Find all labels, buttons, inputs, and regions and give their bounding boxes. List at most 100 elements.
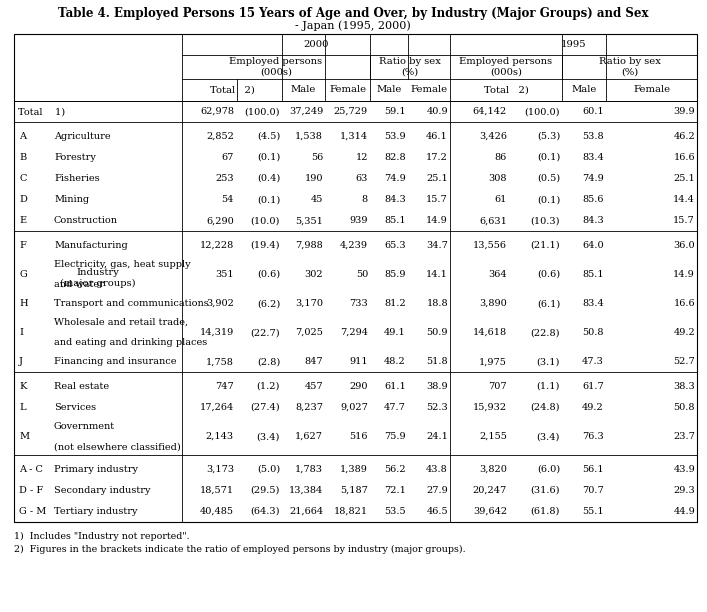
Text: 733: 733: [349, 299, 368, 308]
Text: 50: 50: [356, 270, 368, 279]
Text: 39.9: 39.9: [673, 107, 695, 116]
Text: 18.8: 18.8: [426, 299, 448, 308]
Text: 20,247: 20,247: [473, 486, 507, 494]
Text: 56.1: 56.1: [583, 465, 604, 474]
Text: 516: 516: [349, 432, 368, 441]
Text: Electricity, gas, heat supply: Electricity, gas, heat supply: [54, 260, 191, 269]
Text: (100.0): (100.0): [525, 107, 560, 116]
Text: and eating and drinking places: and eating and drinking places: [54, 338, 207, 347]
Text: 15,932: 15,932: [473, 403, 507, 412]
Text: 67: 67: [221, 153, 234, 162]
Text: 61.7: 61.7: [583, 382, 604, 391]
Text: Forestry: Forestry: [54, 153, 96, 162]
Text: 84.3: 84.3: [583, 216, 604, 225]
Text: G - M: G - M: [19, 507, 47, 516]
Text: 38.3: 38.3: [673, 382, 695, 391]
Text: 1,975: 1,975: [479, 357, 507, 366]
Text: (0.6): (0.6): [537, 270, 560, 279]
Text: 12: 12: [356, 153, 368, 162]
Text: and water: and water: [54, 280, 104, 289]
Text: 2,155: 2,155: [479, 432, 507, 441]
Text: 63: 63: [356, 174, 368, 183]
Text: Ratio by sex
(%): Ratio by sex (%): [379, 58, 441, 76]
Text: 21,664: 21,664: [289, 507, 323, 516]
Text: Male: Male: [571, 86, 597, 94]
Text: 3,173: 3,173: [206, 465, 234, 474]
Text: E: E: [19, 216, 26, 225]
Text: J: J: [19, 357, 23, 366]
Text: 85.9: 85.9: [385, 270, 406, 279]
Text: 747: 747: [215, 382, 234, 391]
Text: Secondary industry: Secondary industry: [54, 486, 151, 494]
Text: 62,978: 62,978: [200, 107, 234, 116]
Text: (6.0): (6.0): [537, 465, 560, 474]
Text: (6.2): (6.2): [257, 299, 280, 308]
Text: 14.9: 14.9: [673, 270, 695, 279]
Text: 43.8: 43.8: [426, 465, 448, 474]
Text: B: B: [19, 153, 26, 162]
Text: Primary industry: Primary industry: [54, 465, 138, 474]
Text: 59.1: 59.1: [385, 107, 406, 116]
Text: 38.9: 38.9: [426, 382, 448, 391]
Text: (31.6): (31.6): [530, 486, 560, 494]
Text: 25.1: 25.1: [673, 174, 695, 183]
Text: (64.3): (64.3): [250, 507, 280, 516]
Text: (6.1): (6.1): [537, 299, 560, 308]
Text: Male: Male: [291, 86, 316, 94]
Text: Government: Government: [54, 422, 115, 431]
Text: 3,820: 3,820: [479, 465, 507, 474]
Text: 16.6: 16.6: [673, 153, 695, 162]
Text: 47.3: 47.3: [582, 357, 604, 366]
Text: 45: 45: [310, 195, 323, 204]
Text: A: A: [19, 132, 26, 141]
Text: Male: Male: [376, 86, 402, 94]
Text: 1)  Includes "Industry not reported".: 1) Includes "Industry not reported".: [14, 532, 189, 541]
Text: Construction: Construction: [54, 216, 118, 225]
Text: 190: 190: [305, 174, 323, 183]
Text: 50.8: 50.8: [674, 403, 695, 412]
Text: G: G: [19, 270, 27, 279]
Text: 351: 351: [216, 270, 234, 279]
Text: 25.1: 25.1: [426, 174, 448, 183]
Text: Transport and communications: Transport and communications: [54, 299, 209, 308]
Text: 74.9: 74.9: [583, 174, 604, 183]
Text: Manufacturing: Manufacturing: [54, 241, 128, 250]
Text: 52.3: 52.3: [426, 403, 448, 412]
Text: 60.1: 60.1: [583, 107, 604, 116]
Text: 1,314: 1,314: [340, 132, 368, 141]
Text: 51.8: 51.8: [426, 357, 448, 366]
Text: C: C: [19, 174, 26, 183]
Text: 55.1: 55.1: [583, 507, 604, 516]
Text: 14.9: 14.9: [426, 216, 448, 225]
Text: 53.8: 53.8: [583, 132, 604, 141]
Text: 14,319: 14,319: [200, 328, 234, 337]
Text: (0.6): (0.6): [257, 270, 280, 279]
Text: 364: 364: [489, 270, 507, 279]
Text: Fisheries: Fisheries: [54, 174, 100, 183]
Text: (0.5): (0.5): [537, 174, 560, 183]
Text: Services: Services: [54, 403, 96, 412]
Text: Ratio by sex
(%): Ratio by sex (%): [599, 58, 660, 76]
Text: 37,249: 37,249: [288, 107, 323, 116]
Text: 1,758: 1,758: [206, 357, 234, 366]
Text: 53.5: 53.5: [385, 507, 406, 516]
Text: 50.8: 50.8: [583, 328, 604, 337]
Text: (0.1): (0.1): [257, 153, 280, 162]
Text: 1995: 1995: [561, 40, 586, 49]
Text: (5.3): (5.3): [537, 132, 560, 141]
Text: (29.5): (29.5): [250, 486, 280, 494]
Text: 5,351: 5,351: [295, 216, 323, 225]
Text: 23.7: 23.7: [673, 432, 695, 441]
Text: (0.1): (0.1): [537, 195, 560, 204]
Text: 46.5: 46.5: [426, 507, 448, 516]
Text: 83.4: 83.4: [583, 153, 604, 162]
Text: Employed persons
(000s): Employed persons (000s): [230, 58, 322, 76]
Text: 18,821: 18,821: [334, 507, 368, 516]
Text: 14.1: 14.1: [426, 270, 448, 279]
Text: 56: 56: [311, 153, 323, 162]
Text: 1,538: 1,538: [295, 132, 323, 141]
Text: H: H: [19, 299, 28, 308]
Text: 6,631: 6,631: [479, 216, 507, 225]
Text: 290: 290: [349, 382, 368, 391]
Text: 81.2: 81.2: [384, 299, 406, 308]
